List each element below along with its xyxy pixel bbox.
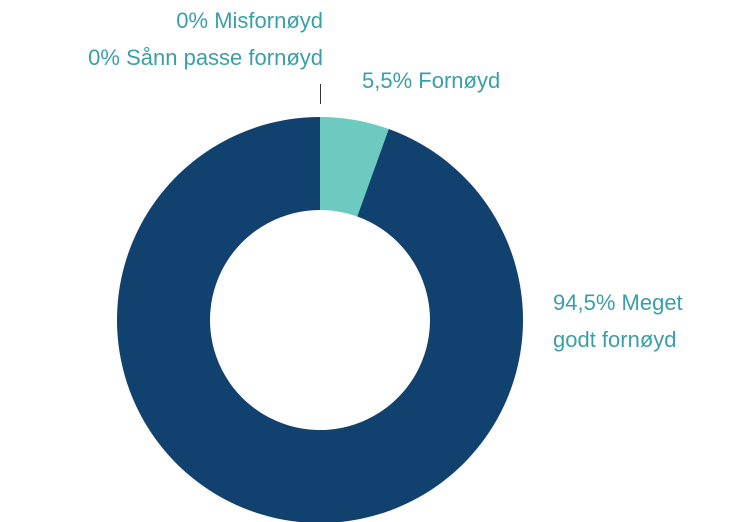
slice-label: 5,5% Fornøyd <box>362 62 612 99</box>
slice-label: 94,5% Meget godt fornøyd <box>553 284 713 358</box>
category-label: Misfornøyd <box>214 8 323 33</box>
slice-label: 0% Sånn passe fornøyd <box>0 39 323 76</box>
donut-slice <box>117 117 523 522</box>
category-label: Fornøyd <box>418 68 501 93</box>
value-label: 5,5% <box>362 68 413 93</box>
donut-slice <box>320 117 389 217</box>
category-label: Meget godt fornøyd <box>553 290 683 352</box>
category-label: Sånn passe fornøyd <box>126 45 323 70</box>
value-label: 0% <box>88 45 120 70</box>
value-label: 0% <box>176 8 209 33</box>
value-label: 94,5% <box>553 290 616 315</box>
slice-label: 0% Misfornøyd <box>23 2 323 39</box>
